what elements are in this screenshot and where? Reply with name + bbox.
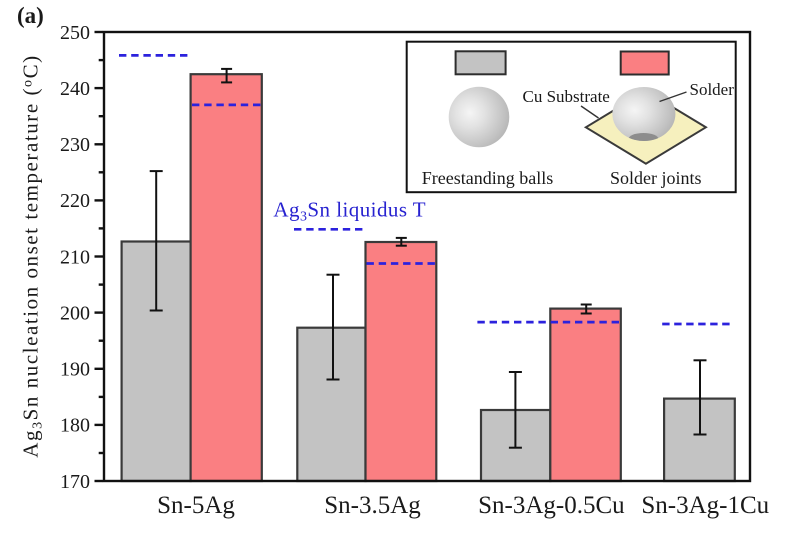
svg-text:Freestanding balls: Freestanding balls [422,168,553,188]
svg-text:Sn-3.5Ag: Sn-3.5Ag [324,492,421,519]
svg-text:180: 180 [60,415,90,437]
svg-text:190: 190 [60,359,90,381]
svg-text:Sn-3Ag-1Cu: Sn-3Ag-1Cu [641,492,769,519]
svg-text:250: 250 [60,22,90,44]
svg-text:240: 240 [60,78,90,100]
svg-text:200: 200 [60,302,90,324]
svg-text:Ag3Sn liquidus T: Ag3Sn liquidus T [273,198,426,225]
svg-text:Ag3Sn nucleation onset tempera: Ag3Sn nucleation onset temperature (oC) [19,54,46,457]
svg-text:Solder joints: Solder joints [610,168,702,188]
svg-text:Sn-3Ag-0.5Cu: Sn-3Ag-0.5Cu [478,492,625,519]
svg-text:Cu Substrate: Cu Substrate [523,87,610,106]
svg-text:230: 230 [60,134,90,156]
svg-text:220: 220 [60,190,90,212]
svg-text:Solder: Solder [690,80,735,99]
svg-text:210: 210 [60,246,90,268]
svg-text:Sn-5Ag: Sn-5Ag [157,492,235,519]
svg-text:170: 170 [60,471,90,493]
svg-text:(a): (a) [17,3,44,28]
